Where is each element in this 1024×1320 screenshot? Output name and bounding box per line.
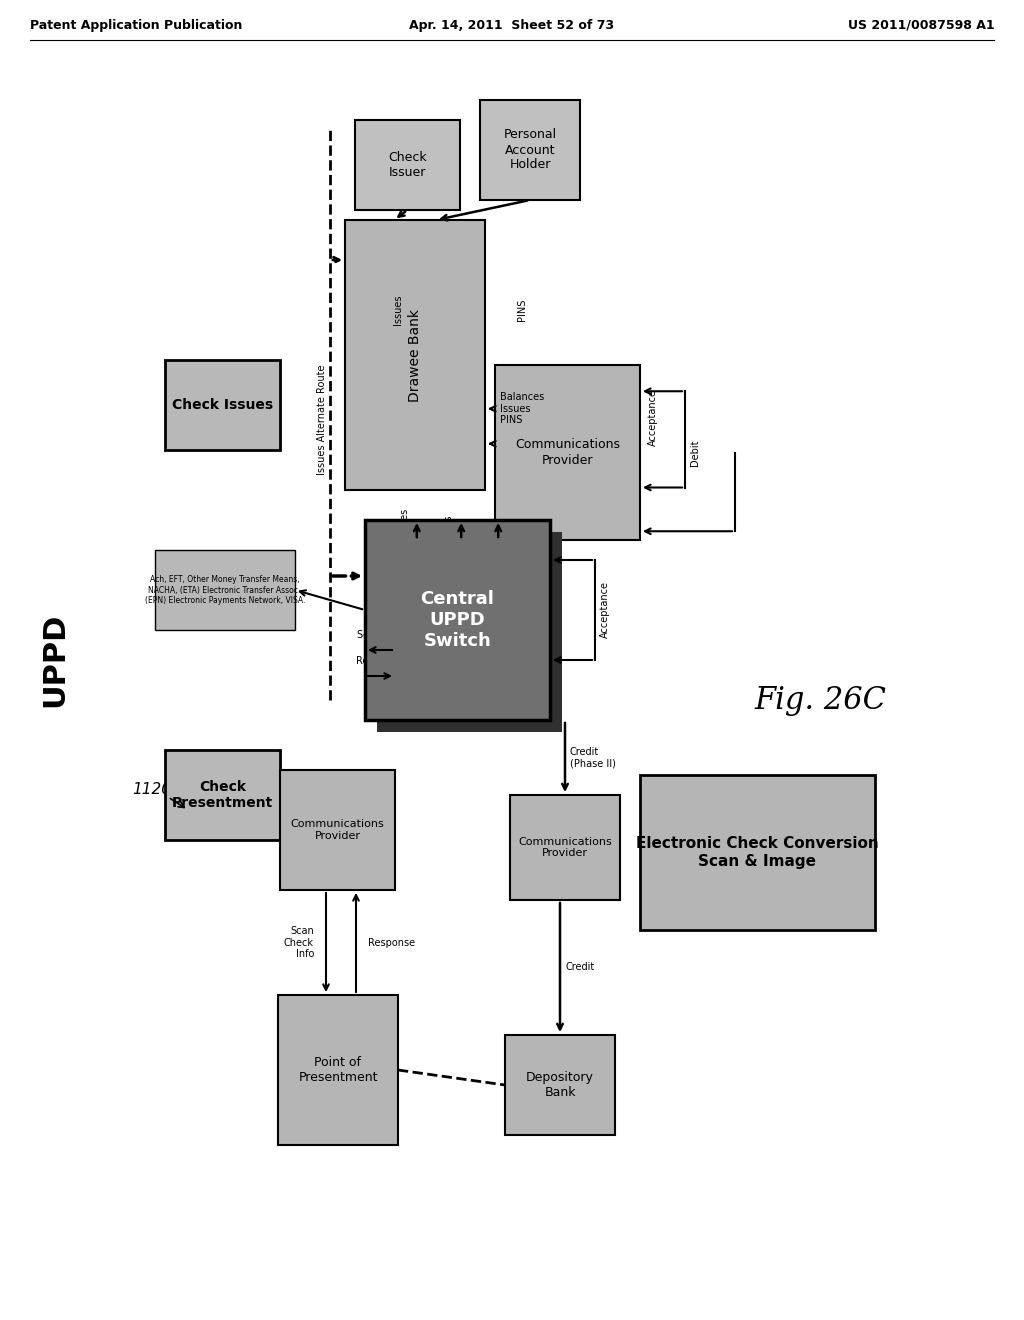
Text: Ach, EFT, Other Money Transfer Means,
NACHA, (ETA) Electronic Transfer Assoc.,
(: Ach, EFT, Other Money Transfer Means, NA…: [144, 576, 305, 605]
Text: Central
UPPD
Switch: Central UPPD Switch: [421, 590, 495, 649]
Bar: [510, 795, 620, 900]
Text: Patent Application Publication: Patent Application Publication: [30, 18, 243, 32]
Text: Issues: Issues: [392, 294, 402, 325]
Text: Communications
Provider: Communications Provider: [518, 837, 612, 858]
Text: Fig. 26C: Fig. 26C: [754, 685, 886, 715]
Text: Issues: Issues: [443, 515, 454, 545]
Text: Credit: Credit: [565, 962, 594, 973]
Text: Depository
Bank: Depository Bank: [526, 1071, 594, 1100]
Text: Check Issues: Check Issues: [172, 399, 273, 412]
Text: Check
Issuer: Check Issuer: [388, 150, 427, 180]
Text: Check
Presentment: Check Presentment: [172, 780, 273, 810]
Text: Point of
Presentment: Point of Presentment: [298, 1056, 378, 1084]
Bar: [280, 770, 395, 890]
Bar: [377, 532, 562, 733]
Text: Personal
Account
Holder: Personal Account Holder: [504, 128, 557, 172]
Text: PINS: PINS: [480, 519, 490, 541]
Text: US 2011/0087598 A1: US 2011/0087598 A1: [848, 18, 995, 32]
Text: Drawee Bank: Drawee Bank: [408, 309, 422, 401]
Bar: [365, 520, 550, 719]
Text: Scan
Check
Info: Scan Check Info: [284, 925, 314, 960]
Text: 1120: 1120: [132, 783, 171, 797]
Text: Issues Alternate Route: Issues Alternate Route: [317, 364, 327, 475]
Text: Scan Info: Scan Info: [357, 630, 402, 640]
Text: Communications
Provider: Communications Provider: [515, 438, 620, 466]
Bar: [345, 220, 485, 490]
Text: Apr. 14, 2011  Sheet 52 of 73: Apr. 14, 2011 Sheet 52 of 73: [410, 18, 614, 32]
Text: Credit
(Phase II): Credit (Phase II): [570, 747, 615, 768]
Text: Acceptance: Acceptance: [648, 389, 658, 446]
Text: Balances: Balances: [398, 508, 409, 552]
Bar: [155, 550, 295, 630]
Bar: [165, 750, 280, 840]
Text: Response: Response: [356, 656, 403, 667]
Bar: [640, 775, 874, 931]
Text: Acceptance: Acceptance: [600, 582, 610, 639]
Bar: [505, 1035, 615, 1135]
Text: UPPD: UPPD: [41, 612, 70, 708]
Text: PINS: PINS: [517, 298, 527, 321]
Bar: [355, 120, 460, 210]
Text: Balances
Issues
PINS: Balances Issues PINS: [500, 392, 544, 425]
Bar: [495, 366, 640, 540]
Bar: [165, 360, 280, 450]
Text: Communications
Provider: Communications Provider: [291, 820, 384, 841]
Bar: [278, 995, 398, 1144]
Text: Electronic Check Conversion
Scan & Image: Electronic Check Conversion Scan & Image: [636, 837, 879, 869]
Text: Debit: Debit: [690, 440, 700, 466]
Bar: [480, 100, 580, 201]
Text: Response: Response: [368, 937, 415, 948]
